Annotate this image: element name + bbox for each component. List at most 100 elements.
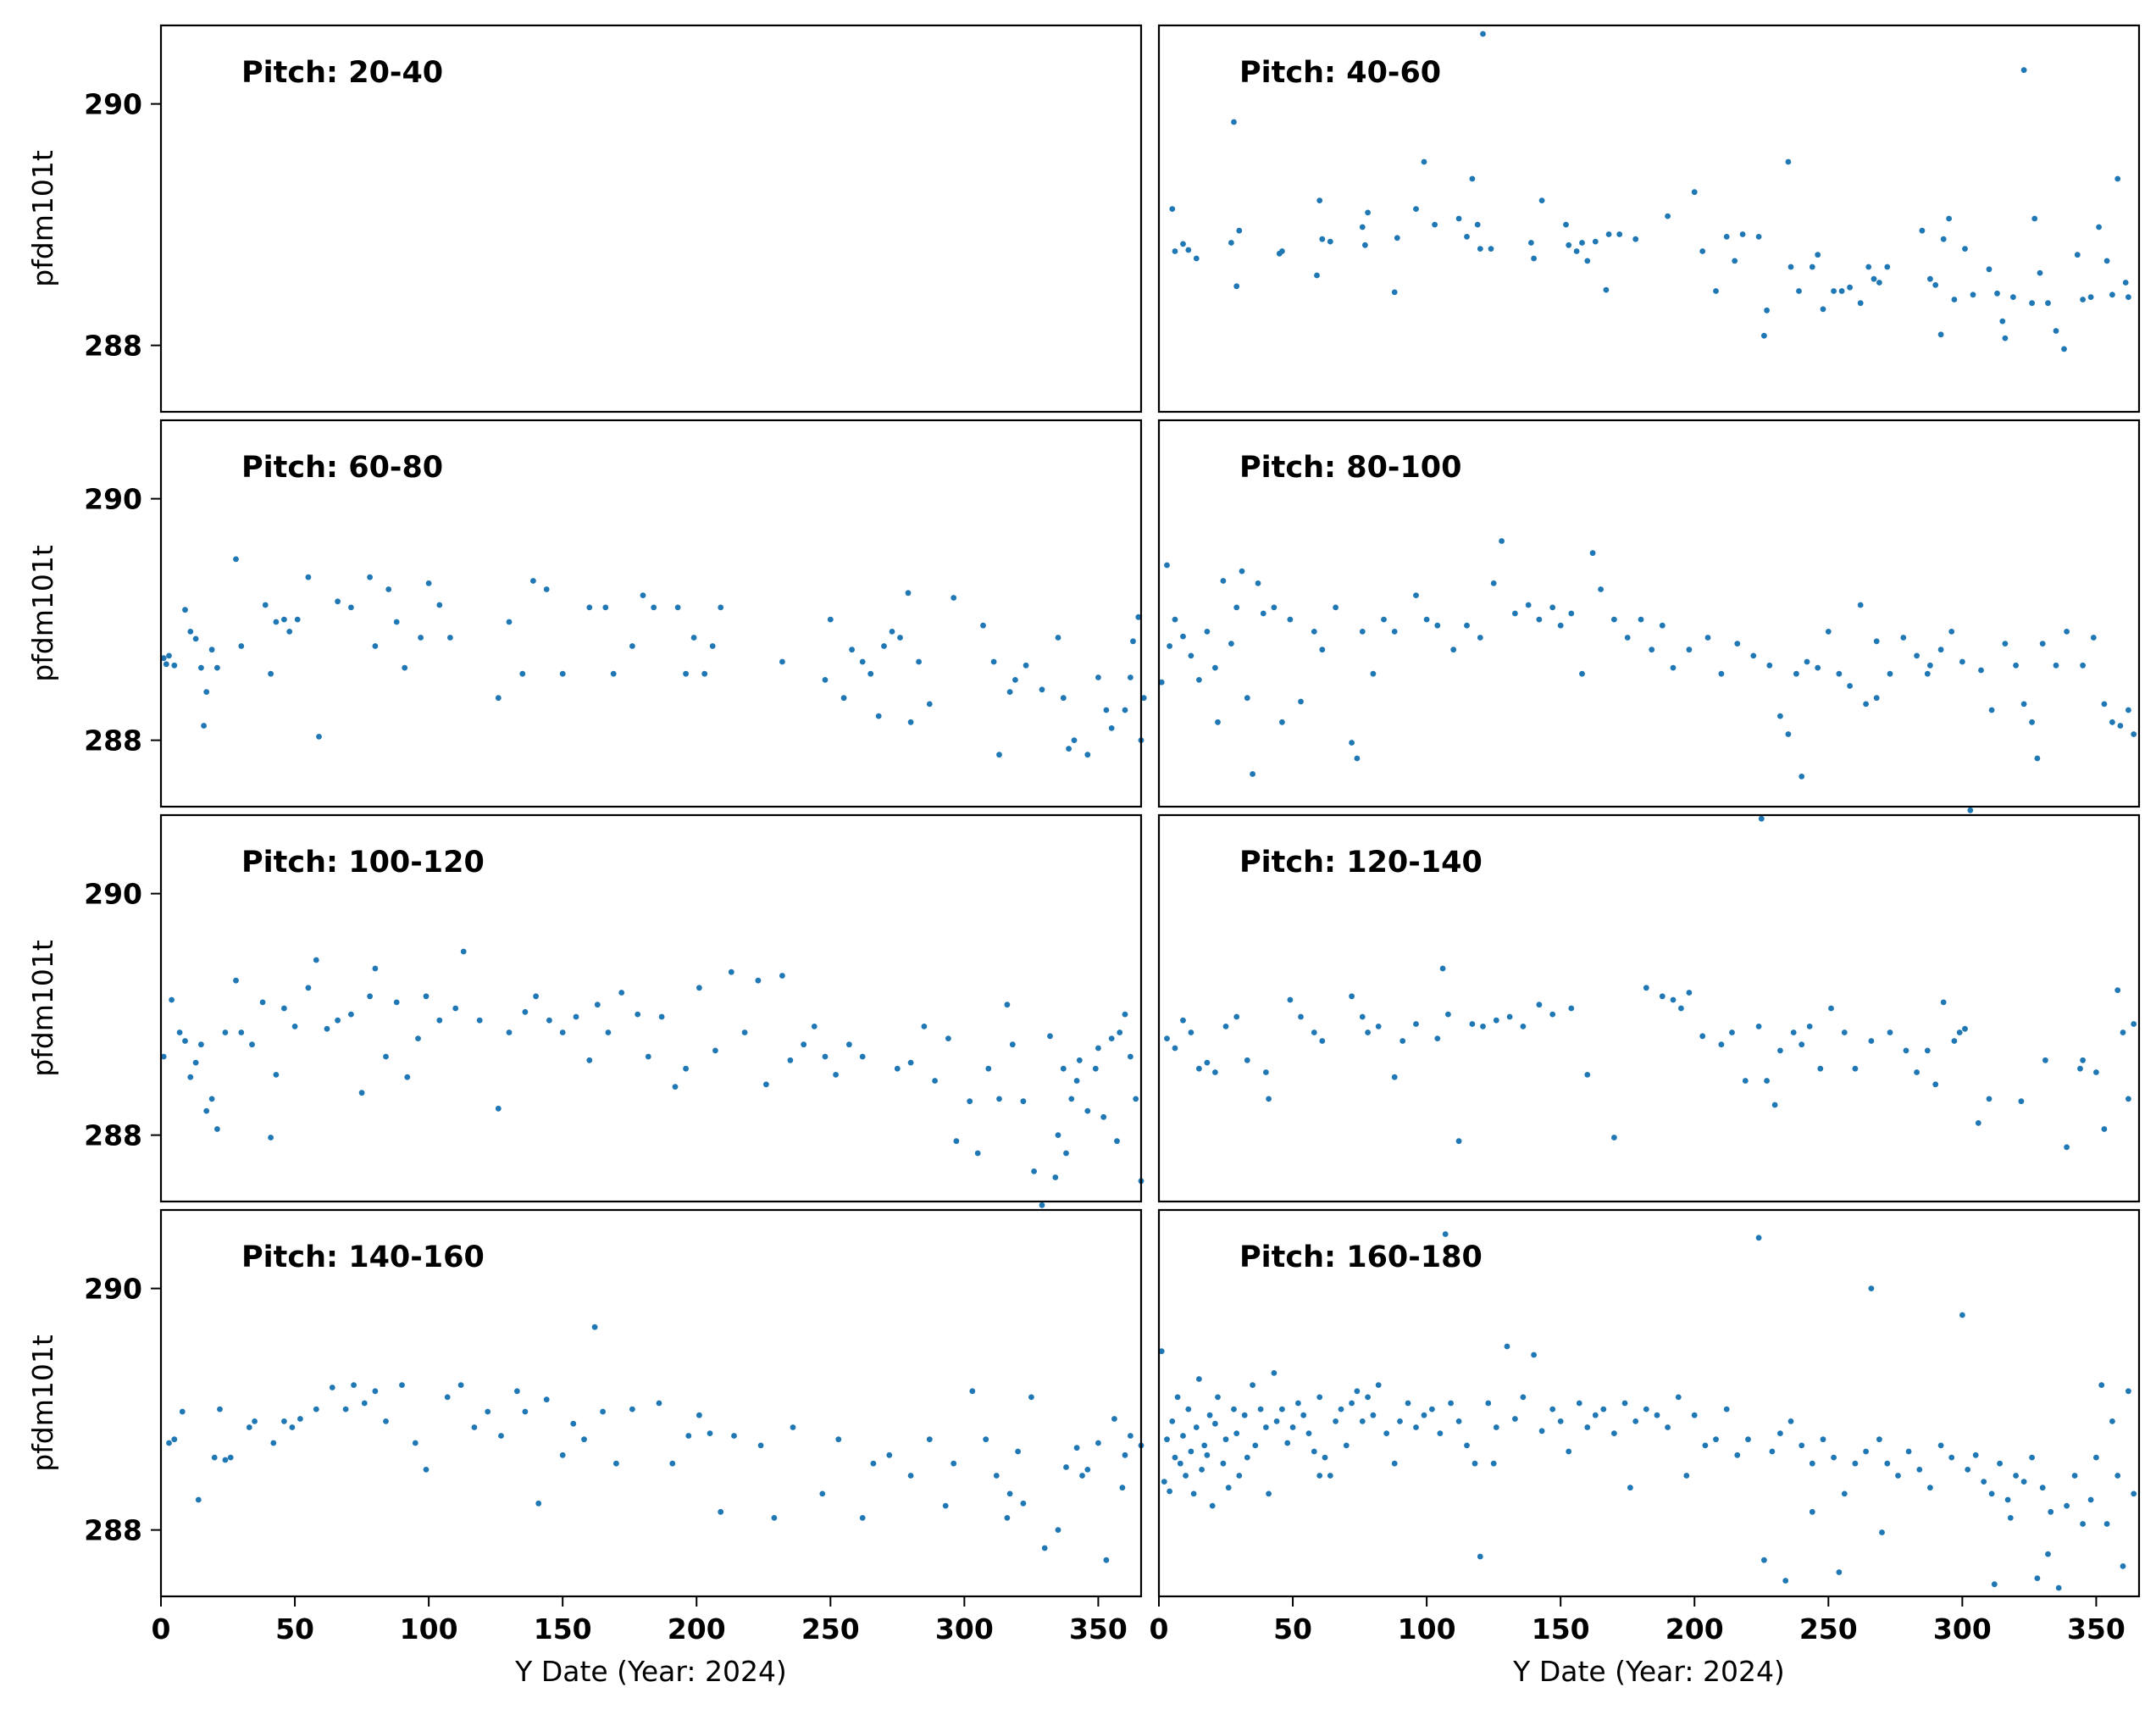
panel-title: Pitch: 60-80 (241, 451, 443, 485)
data-point (1279, 719, 1285, 725)
data-point (1028, 1394, 1034, 1401)
data-point (1391, 629, 1398, 635)
scatter-series (1158, 1231, 2137, 1591)
data-point (1568, 1005, 1575, 1012)
x-tick-label: 0 (152, 1612, 171, 1646)
data-point (1201, 1442, 1208, 1449)
data-point (1130, 638, 1136, 645)
data-point (1777, 713, 1783, 719)
data-point (198, 664, 204, 671)
data-point (2018, 1098, 2025, 1105)
data-point (1787, 264, 1794, 270)
data-point (471, 1424, 478, 1430)
data-point (1817, 1065, 1824, 1072)
data-point (412, 1440, 418, 1446)
data-point (942, 1502, 949, 1509)
data-point (1761, 332, 1767, 339)
data-point (1520, 1394, 1527, 1401)
data-point (252, 1418, 258, 1424)
data-point (1600, 1406, 1607, 1413)
data-point (672, 1084, 679, 1090)
data-point (1799, 774, 1805, 780)
data-point (160, 655, 167, 662)
data-point (286, 629, 293, 635)
data-point (2055, 1585, 2062, 1591)
data-point (819, 1490, 826, 1497)
x-tick-label: 150 (534, 1612, 592, 1646)
data-point (1066, 746, 1072, 752)
data-point (1084, 1467, 1091, 1473)
data-point (1273, 1418, 1280, 1424)
data-point (980, 622, 986, 629)
data-point (313, 957, 319, 963)
data-point (1015, 1448, 1021, 1455)
data-point (305, 985, 312, 991)
data-point (1978, 667, 1984, 674)
data-point (2120, 1030, 2126, 1035)
data-point (1670, 664, 1677, 671)
data-point (1349, 993, 1355, 1000)
data-point (1169, 206, 1176, 213)
data-point (1164, 562, 1170, 569)
data-point (1549, 1011, 1556, 1018)
data-point (1659, 622, 1665, 629)
panels: Pitch: 20-40 288 290 pfdm101t Pitch: 40-60 Pi… (26, 24, 2141, 1688)
data-point (610, 670, 617, 677)
data-point (1429, 1406, 1435, 1413)
data-point (227, 1454, 234, 1461)
data-point (423, 993, 430, 1000)
data-point (1421, 158, 1427, 165)
data-point (1764, 1078, 1771, 1084)
data-point (1359, 224, 1366, 230)
data-point (1531, 255, 1537, 262)
panel-1: Pitch: 20-40 288 290 pfdm101t (26, 24, 1143, 413)
x-axis-label: Y Date (Year: 2024) (514, 1655, 787, 1688)
data-point (1383, 1430, 1390, 1436)
data-point (1095, 674, 1101, 680)
data-point (1914, 652, 1920, 659)
data-point (259, 999, 266, 1006)
data-point (1782, 1578, 1789, 1584)
data-point (1480, 31, 1486, 37)
data-point (1241, 1412, 1248, 1418)
data-point (2061, 346, 2067, 352)
data-point (182, 607, 188, 613)
panel-title: Pitch: 140-160 (241, 1240, 485, 1274)
data-point (1488, 246, 1494, 252)
data-point (351, 1382, 357, 1388)
data-point (2093, 1069, 2099, 1075)
data-point (1670, 996, 1677, 1003)
data-point (1255, 580, 1261, 586)
data-point (1228, 240, 1234, 246)
data-point (1222, 1024, 1229, 1030)
data-point (1362, 241, 1368, 248)
panel-8: Pitch: 160-180 0 50 100 150 200 250 300 350 Y Dat… (1150, 1208, 2141, 1688)
data-point (1327, 238, 1333, 245)
data-point (2080, 1057, 2087, 1063)
data-point (1490, 580, 1497, 586)
data-point (1055, 1527, 1061, 1533)
data-point (2131, 731, 2137, 737)
data-point (2109, 291, 2115, 298)
data-point (313, 1406, 319, 1413)
data-point (1769, 1448, 1776, 1455)
data-point (1755, 1235, 1762, 1241)
data-point (1799, 1041, 1805, 1048)
data-point (1225, 1485, 1232, 1491)
data-point (1266, 1096, 1272, 1102)
data-point (974, 1150, 981, 1157)
data-point (1370, 1412, 1377, 1418)
data-point (1568, 610, 1575, 617)
data-point (404, 1074, 411, 1080)
data-point (1512, 1416, 1518, 1422)
scatter-series (1164, 965, 2137, 1151)
data-point (618, 990, 625, 996)
data-point (1055, 635, 1061, 641)
data-point (1584, 258, 1591, 264)
data-point (1257, 1406, 1264, 1413)
data-point (1231, 119, 1237, 125)
data-point (1563, 221, 1569, 228)
data-point (2126, 294, 2131, 300)
data-point (1965, 1467, 1971, 1473)
data-point (1493, 1017, 1499, 1024)
